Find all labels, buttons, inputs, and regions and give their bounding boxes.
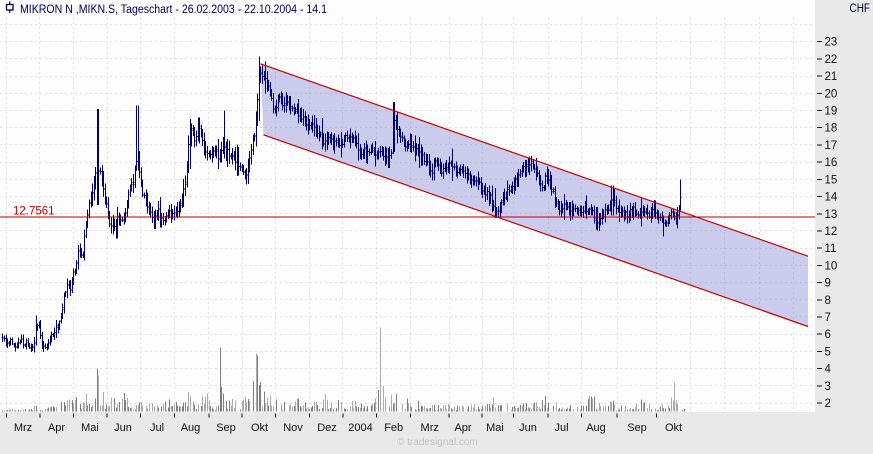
svg-text:12: 12 (825, 226, 838, 238)
svg-text:Mrz: Mrz (14, 422, 32, 434)
svg-text:Okt: Okt (251, 422, 268, 434)
svg-text:4: 4 (825, 364, 832, 376)
svg-text:10: 10 (825, 260, 838, 272)
svg-text:23: 23 (825, 37, 838, 49)
svg-text:Jul: Jul (150, 422, 164, 434)
svg-text:14: 14 (825, 192, 838, 204)
svg-text:18: 18 (825, 123, 838, 135)
svg-text:15: 15 (825, 174, 838, 186)
svg-text:Nov: Nov (283, 422, 303, 434)
svg-text:3: 3 (825, 381, 831, 393)
svg-text:6: 6 (825, 329, 831, 341)
svg-text:Mrz: Mrz (421, 422, 439, 434)
svg-text:Dez: Dez (317, 422, 337, 434)
svg-text:5: 5 (825, 346, 831, 358)
svg-text:20: 20 (825, 88, 838, 100)
svg-text:17: 17 (825, 140, 838, 152)
svg-text:7: 7 (825, 312, 831, 324)
svg-text:11: 11 (825, 243, 837, 255)
svg-text:21: 21 (825, 71, 838, 83)
svg-text:Jun: Jun (519, 422, 537, 434)
svg-text:Okt: Okt (665, 422, 682, 434)
svg-text:19: 19 (825, 106, 838, 118)
svg-text:CHF: CHF (850, 3, 871, 15)
svg-text:Aug: Aug (586, 422, 606, 434)
svg-text:12.7561: 12.7561 (13, 206, 55, 218)
svg-text:9: 9 (825, 278, 831, 290)
svg-text:13: 13 (825, 209, 838, 221)
svg-text:Sep: Sep (216, 422, 236, 434)
svg-text:Feb: Feb (384, 422, 403, 434)
svg-text:MIKRON N ,MIKN.S, Tageschart -: MIKRON N ,MIKN.S, Tageschart - 26.02.200… (20, 4, 327, 16)
svg-text:Mai: Mai (81, 422, 99, 434)
svg-text:Apr: Apr (48, 422, 65, 434)
svg-text:Apr: Apr (454, 422, 471, 434)
svg-text:Aug: Aug (181, 422, 201, 434)
svg-text:8: 8 (825, 295, 831, 307)
svg-text:Jul: Jul (554, 422, 568, 434)
svg-text:2004: 2004 (348, 422, 372, 434)
svg-text:Jun: Jun (114, 422, 132, 434)
svg-text:2: 2 (825, 398, 831, 410)
svg-text:16: 16 (825, 157, 838, 169)
svg-text:Sep: Sep (627, 422, 647, 434)
svg-text:© tradesignal.com: © tradesignal.com (397, 437, 478, 448)
svg-text:Mai: Mai (486, 422, 504, 434)
svg-text:22: 22 (825, 54, 838, 66)
